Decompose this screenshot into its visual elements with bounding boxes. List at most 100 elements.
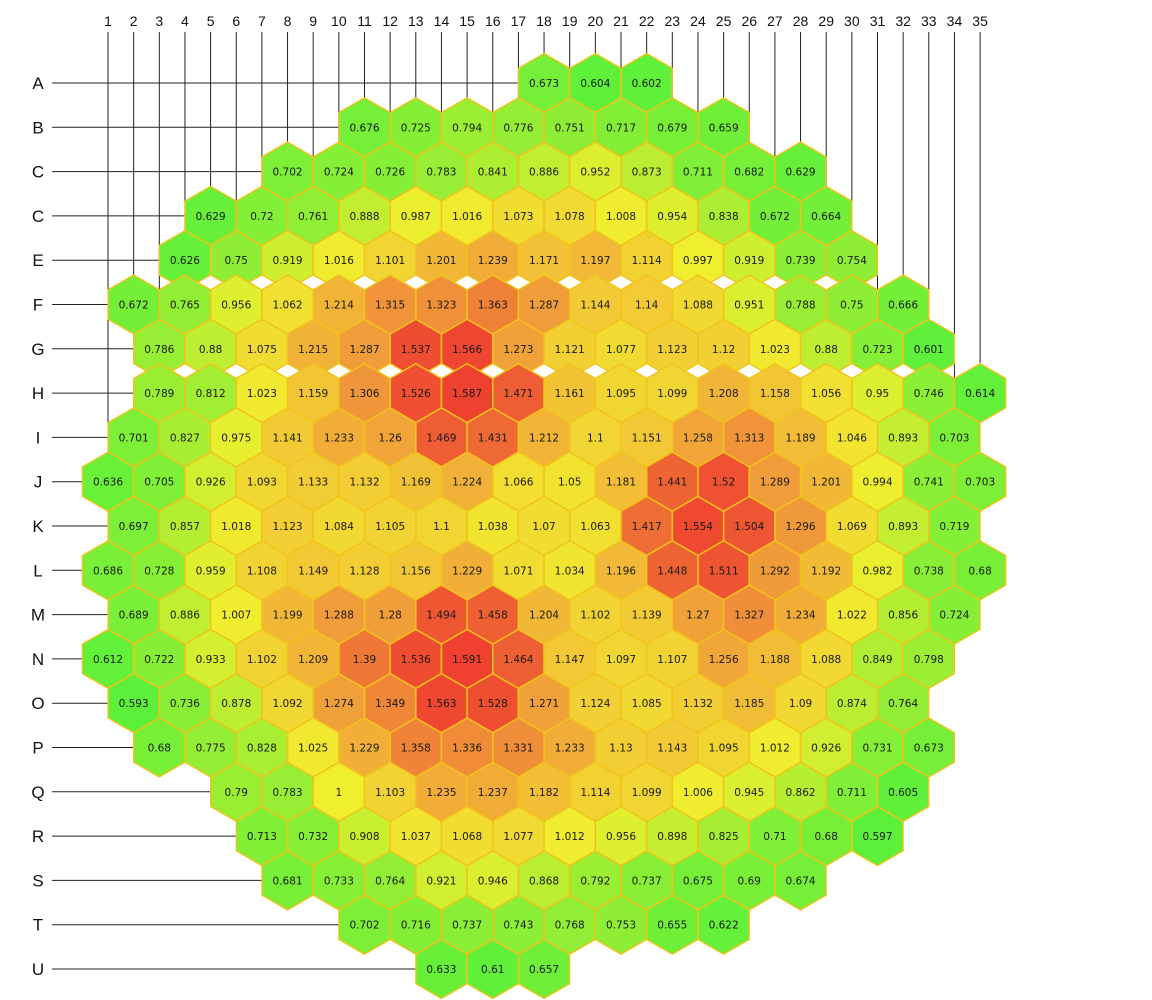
hex-value-label: 0.751: [555, 122, 585, 134]
hex-value-label: 1.528: [478, 698, 508, 710]
hex-value-label: 1.1: [587, 432, 604, 444]
row-label: B: [32, 118, 43, 137]
hex-value-label: 0.728: [144, 565, 174, 577]
column-label: 33: [921, 13, 937, 29]
hex-value-label: 1.144: [580, 300, 610, 312]
column-label: 24: [690, 13, 706, 29]
hex-value-label: 1.132: [349, 477, 379, 489]
hex-value-label: 1.103: [375, 787, 405, 799]
hex-value-label: 0.741: [914, 477, 944, 489]
hex-value-label: 1.107: [657, 654, 687, 666]
hex-value-label: 0.878: [221, 698, 251, 710]
hex-value-label: 1.566: [452, 344, 482, 356]
hex-value-label: 1.256: [709, 654, 739, 666]
hex-value-label: 1.071: [503, 565, 533, 577]
hex-value-label: 0.629: [196, 211, 226, 223]
column-label: 35: [972, 13, 988, 29]
hex-value-label: 1.287: [529, 300, 559, 312]
row-labels: A B C C E F G H I J K L M N O P Q R S T U: [31, 74, 45, 979]
hex-value-label: 0.657: [529, 964, 559, 976]
hex-value-label: 0.783: [273, 787, 303, 799]
hex-value-label: 1.149: [298, 565, 328, 577]
hex-value-label: 1.099: [632, 787, 662, 799]
hex-value-label: 1.591: [452, 654, 482, 666]
hex-value-label: 1.28: [378, 610, 401, 622]
column-label: 14: [434, 13, 450, 29]
hex-value-label: 1.229: [452, 565, 482, 577]
row-label: F: [33, 296, 43, 315]
hex-value-label: 1.237: [478, 787, 508, 799]
hex-value-label: 1.511: [709, 565, 739, 577]
hex-value-label: 1.458: [478, 610, 508, 622]
hex-value-label: 1.023: [247, 388, 277, 400]
hex-value-label: 0.919: [273, 255, 303, 267]
hex-value-label: 1.271: [529, 698, 559, 710]
column-label: 18: [536, 13, 552, 29]
hex-cell: [774, 850, 827, 911]
hex-value-label: 0.987: [401, 211, 431, 223]
hex-value-label: 0.737: [452, 920, 482, 932]
hex-value-label: 1.102: [580, 610, 610, 622]
row-label: J: [34, 473, 43, 492]
hex-value-label: 0.786: [144, 344, 174, 356]
hex-value-label: 1.077: [606, 344, 636, 356]
hex-value-label: 0.857: [170, 521, 200, 533]
hex-value-label: 0.768: [555, 920, 585, 932]
hex-value-label: 0.959: [196, 565, 226, 577]
hex-value-label: 1.139: [632, 610, 662, 622]
hex-value-label: 1.204: [529, 610, 559, 622]
row-label: S: [32, 871, 43, 890]
hex-value-label: 1.034: [555, 565, 585, 577]
hex-value-label: 1.056: [811, 388, 841, 400]
column-label: 4: [181, 13, 189, 29]
hex-value-label: 1.156: [401, 565, 431, 577]
hex-value-label: 0.664: [811, 211, 841, 223]
hex-value-label: 1.494: [426, 610, 456, 622]
hex-value-label: 0.88: [199, 344, 222, 356]
hex-value-label: 0.629: [786, 167, 816, 179]
hex-value-label: 1.212: [529, 432, 559, 444]
hex-value-label: 0.604: [580, 78, 610, 90]
column-label: 31: [870, 13, 886, 29]
hex-value-label: 0.702: [349, 920, 379, 932]
hex-value-label: 0.71: [763, 831, 786, 843]
hex-value-label: 1.158: [760, 388, 790, 400]
hex-value-label: 0.926: [196, 477, 226, 489]
hex-value-label: 0.674: [786, 875, 816, 887]
row-label: K: [32, 517, 44, 536]
column-label: 34: [947, 13, 963, 29]
hex-value-label: 1.526: [401, 388, 431, 400]
hex-value-label: 0.69: [738, 875, 761, 887]
column-label: 10: [331, 13, 347, 29]
hex-value-label: 0.622: [709, 920, 739, 932]
hex-value-label: 0.725: [401, 122, 431, 134]
hex-value-label: 1.189: [786, 432, 816, 444]
column-label: 20: [588, 13, 604, 29]
hex-value-label: 0.673: [914, 743, 944, 755]
hex-value-label: 0.743: [503, 920, 533, 932]
hex-value-label: 0.841: [478, 167, 508, 179]
hex-value-label: 1.188: [760, 654, 790, 666]
hex-value-label: 1.012: [555, 831, 585, 843]
hex-value-label: 0.659: [709, 122, 739, 134]
row-label: T: [33, 916, 43, 935]
hex-value-label: 0.79: [225, 787, 248, 799]
hex-value-label: 1.102: [247, 654, 277, 666]
column-label: 32: [895, 13, 911, 29]
hex-value-label: 0.731: [862, 743, 892, 755]
hex-value-label: 1.504: [734, 521, 764, 533]
column-label: 21: [613, 13, 629, 29]
hex-value-label: 1.197: [580, 255, 610, 267]
hex-value-label: 1.016: [324, 255, 354, 267]
hex-value-label: 0.975: [221, 432, 251, 444]
hex-value-label: 1.133: [298, 477, 328, 489]
hex-value-label: 1.331: [503, 743, 533, 755]
hex-value-label: 1.161: [555, 388, 585, 400]
hex-value-label: 1.1: [433, 521, 450, 533]
hex-value-label: 0.933: [196, 654, 226, 666]
hex-value-label: 1.018: [221, 521, 251, 533]
hex-value-label: 0.633: [426, 964, 456, 976]
hex-value-label: 0.794: [452, 122, 482, 134]
row-label: P: [32, 739, 43, 758]
hex-value-label: 1.05: [558, 477, 581, 489]
